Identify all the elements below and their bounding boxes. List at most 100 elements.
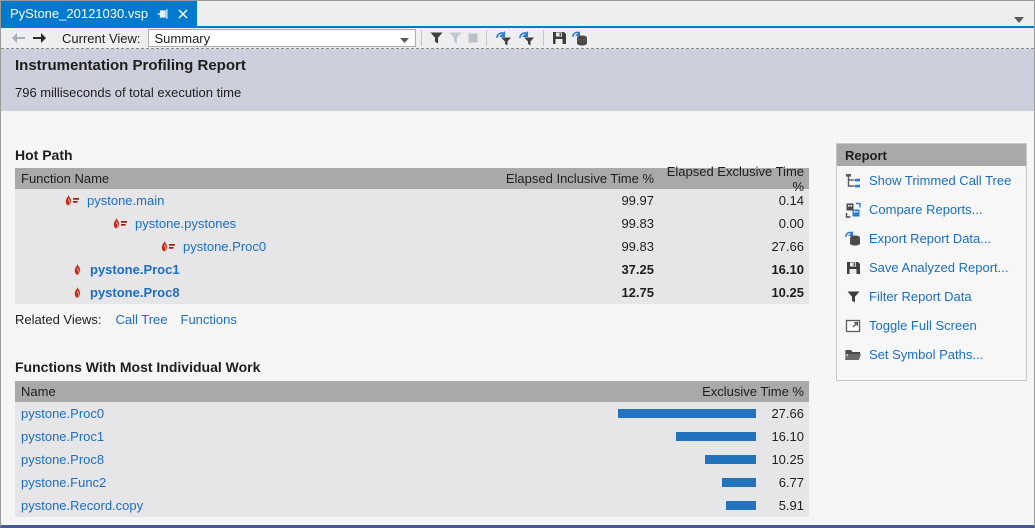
exclusive-time-value: 16.10 (771, 429, 804, 444)
table-row: pystone.Proc8 12.75 10.25 (15, 281, 809, 304)
filter-report-data-icon (845, 289, 861, 305)
inclusive-time-value: 99.97 (621, 193, 654, 208)
compare-reports-icon (845, 202, 861, 218)
back-arrow-icon[interactable] (8, 29, 29, 47)
filter-disabled-icon[interactable] (446, 29, 465, 47)
table-row: pystone.Proc8 10.25 (15, 448, 809, 471)
exclusive-time-value: 10.25 (771, 452, 804, 467)
function-link[interactable]: pystone.Proc1 (21, 429, 105, 444)
panel-item-compare-reports[interactable]: Compare Reports... (837, 195, 1026, 224)
toolbar-separator (420, 30, 422, 46)
filter-icon[interactable] (427, 29, 446, 47)
toggle-full-screen-icon (845, 318, 861, 334)
toolbar-separator (485, 30, 487, 46)
hot-path-title: Hot Path (15, 147, 73, 163)
hot-path-flame-arrow-icon (159, 240, 176, 253)
trimmed-call-tree-icon (845, 173, 861, 189)
stop-disabled-icon[interactable] (465, 29, 481, 47)
panel-item-set-symbol-paths[interactable]: Set Symbol Paths... (837, 340, 1026, 369)
panel-item-toggle-full-screen[interactable]: Toggle Full Screen (837, 311, 1026, 340)
hot-path-table: Function Name Elapsed Inclusive Time % E… (15, 164, 809, 304)
forward-arrow-icon[interactable] (29, 29, 50, 47)
flame-icon (72, 286, 83, 299)
panel-item-filter-report-data[interactable]: Filter Report Data (837, 282, 1026, 311)
column-elapsed-exclusive[interactable]: Elapsed Exclusive Time % (666, 163, 804, 194)
profiler-toolbar: Current View: Summary (1, 28, 1034, 49)
function-link[interactable]: pystone.pystones (135, 216, 237, 231)
panel-item-label: Save Analyzed Report... (869, 260, 1009, 275)
panel-item-label: Set Symbol Paths... (869, 347, 984, 362)
inclusive-time-value: 37.25 (621, 262, 654, 277)
hot-path-flame-arrow-icon (63, 194, 80, 207)
function-link[interactable]: pystone.Func2 (21, 475, 107, 490)
individual-work-title: Functions With Most Individual Work (15, 359, 261, 375)
column-function-name[interactable]: Function Name (21, 171, 110, 186)
panel-item-label: Filter Report Data (869, 289, 972, 304)
tab-title: PyStone_20121030.vsp (10, 6, 149, 21)
panel-item-save-analyzed-report[interactable]: Save Analyzed Report... (837, 253, 1026, 282)
inclusive-time-value: 99.83 (621, 239, 654, 254)
report-header-band: Instrumentation Profiling Report 796 mil… (1, 49, 1034, 111)
table-row: pystone.Proc1 37.25 16.10 (15, 258, 809, 281)
exclusive-time-value: 0.14 (778, 193, 804, 208)
column-name[interactable]: Name (21, 384, 56, 399)
close-icon[interactable] (178, 8, 188, 19)
exclusive-time-value: 0.00 (778, 216, 804, 231)
exclusive-time-value: 5.91 (778, 498, 804, 513)
individual-work-table-header: Name Exclusive Time % (15, 381, 809, 402)
related-views-label: Related Views: (15, 312, 102, 327)
tab-list-chevron-icon[interactable] (1014, 10, 1024, 28)
document-tab[interactable]: PyStone_20121030.vsp (1, 1, 198, 26)
reapply-filter-icon[interactable] (515, 29, 538, 47)
related-view-functions-link[interactable]: Functions (180, 312, 237, 327)
table-row: pystone.Record.copy 5.91 (15, 494, 809, 517)
pin-icon[interactable] (157, 8, 169, 20)
column-exclusive-time[interactable]: Exclusive Time % (702, 384, 804, 399)
report-subtitle: 796 milliseconds of total execution time (15, 85, 242, 100)
active-tab-accent-line (1, 26, 1034, 28)
export-report-data-icon (845, 231, 861, 247)
table-row: pystone.Proc0 99.83 27.66 (15, 235, 809, 258)
report-title: Instrumentation Profiling Report (15, 57, 246, 74)
related-view-call-tree-link[interactable]: Call Tree (115, 312, 168, 327)
function-link[interactable]: pystone.Proc8 (90, 285, 180, 300)
table-row: pystone.main 99.97 0.14 (15, 189, 809, 212)
set-symbol-paths-icon (845, 347, 861, 363)
apply-filter-icon[interactable] (492, 29, 515, 47)
save-icon[interactable] (549, 29, 569, 47)
hot-path-table-body: pystone.main 99.97 0.14 pystone.pystones… (15, 189, 809, 304)
hot-path-table-header: Function Name Elapsed Inclusive Time % E… (15, 164, 809, 194)
table-row: pystone.Proc1 16.10 (15, 425, 809, 448)
function-link[interactable]: pystone.Proc1 (90, 262, 180, 277)
individual-work-table: Name Exclusive Time % pystone.Proc0 27.6… (15, 381, 809, 517)
flame-icon (72, 263, 83, 276)
exclusive-time-value: 27.66 (771, 239, 804, 254)
exclusive-time-bar (617, 409, 756, 418)
toolbar-separator (542, 30, 544, 46)
column-elapsed-inclusive[interactable]: Elapsed Inclusive Time % (505, 171, 654, 186)
function-link[interactable]: pystone.main (87, 193, 165, 208)
export-data-icon[interactable] (569, 29, 591, 47)
panel-item-export-report-data[interactable]: Export Report Data... (837, 224, 1026, 253)
table-row: pystone.Proc0 27.66 (15, 402, 809, 425)
report-panel: Report Show Trimmed Call Tree (836, 143, 1027, 381)
function-link[interactable]: pystone.Record.copy (21, 498, 144, 513)
hot-path-flame-arrow-icon (111, 217, 128, 230)
panel-item-label: Export Report Data... (869, 231, 992, 246)
exclusive-time-bar (675, 432, 756, 441)
exclusive-time-value: 10.25 (771, 285, 804, 300)
inclusive-time-value: 99.83 (621, 216, 654, 231)
function-link[interactable]: pystone.Proc0 (21, 406, 105, 421)
panel-item-show-trimmed-call-tree[interactable]: Show Trimmed Call Tree (837, 166, 1026, 195)
dropdown-chevron-icon (399, 31, 409, 46)
current-view-value: Summary (154, 30, 211, 46)
current-view-dropdown[interactable]: Summary (147, 29, 416, 47)
current-view-label: Current View: (62, 30, 141, 46)
function-link[interactable]: pystone.Proc0 (183, 239, 267, 254)
inclusive-time-value: 12.75 (621, 285, 654, 300)
table-row: pystone.pystones 99.83 0.00 (15, 212, 809, 235)
exclusive-time-bar (726, 501, 756, 510)
individual-work-table-body: pystone.Proc0 27.66 pystone.Proc1 16.10 … (15, 402, 809, 517)
function-link[interactable]: pystone.Proc8 (21, 452, 105, 467)
